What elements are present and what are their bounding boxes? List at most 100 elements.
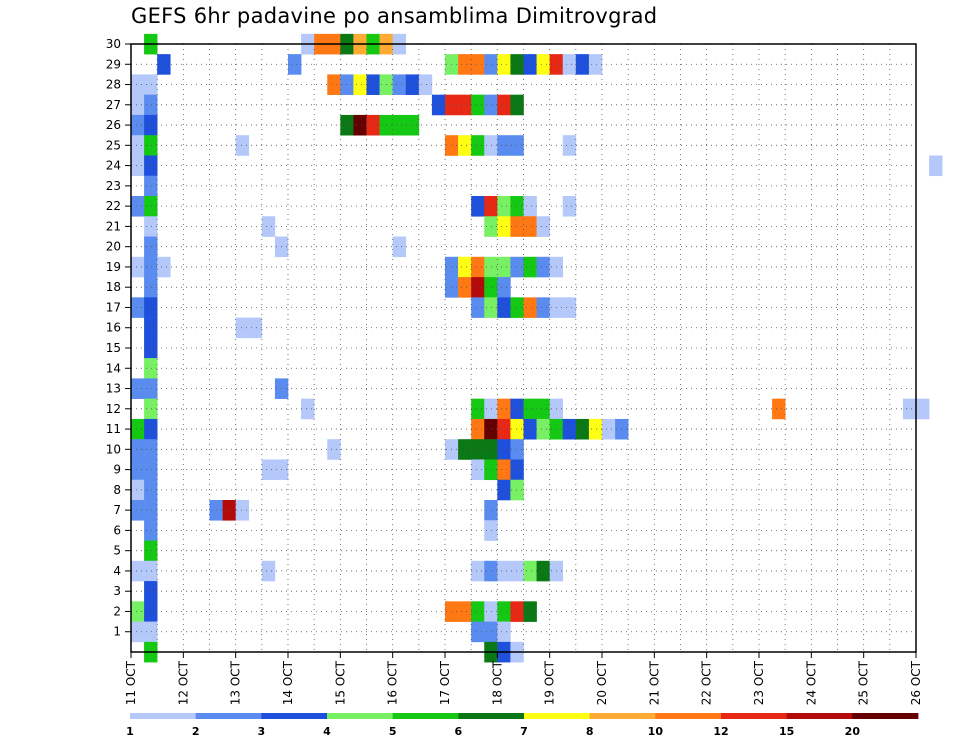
heatmap-cell: [144, 479, 158, 501]
heatmap-cell: [902, 398, 917, 420]
heatmap-cell: [523, 560, 537, 582]
heatmap-cell: [588, 418, 603, 440]
colorbar-label: 5: [389, 725, 397, 738]
heatmap-cell: [471, 439, 485, 460]
y-tick-label: 21: [106, 219, 121, 233]
heatmap-cell: [418, 74, 433, 95]
heatmap-cell: [392, 236, 407, 258]
y-tick-label: 23: [106, 179, 121, 193]
colorbar-label: 6: [455, 725, 463, 738]
heatmap-cell: [484, 439, 498, 460]
x-tick-label: 13 OCT: [229, 660, 243, 705]
x-axis-labels: 11 OCT 12 OCT 13 OCT 14 OCT 15 OCT 16 OCT 17 O…: [124, 660, 923, 705]
heatmap-cell: [471, 560, 485, 582]
heatmap-cell: [523, 216, 537, 237]
heatmap-cell: [458, 54, 472, 75]
heatmap-cell: [510, 418, 524, 440]
heatmap-cell: [562, 196, 577, 217]
heatmap-cell: [510, 560, 524, 582]
heatmap-cell: [131, 621, 145, 643]
colorbar-swatch: [261, 713, 328, 719]
heatmap-cell: [536, 54, 550, 75]
heatmap-cell: [471, 418, 485, 440]
heatmap-cell: [484, 560, 498, 582]
heatmap-cell: [497, 297, 511, 318]
heatmap-cell: [144, 621, 158, 643]
heatmap-cell: [301, 398, 315, 420]
y-tick-label: 26: [106, 118, 121, 132]
y-tick-label: 14: [106, 361, 121, 375]
heatmap-cell: [131, 560, 145, 582]
y-tick-label: 19: [106, 260, 121, 274]
heatmap-cell: [536, 560, 550, 582]
heatmap-cell: [510, 601, 524, 622]
x-tick-label: 12 OCT: [176, 660, 190, 705]
heatmap-cell: [131, 135, 145, 156]
heatmap-cell: [510, 297, 524, 318]
heatmap-cell: [458, 601, 472, 622]
heatmap-cell: [484, 277, 498, 298]
heatmap-cell: [471, 196, 485, 217]
heatmap-cell: [484, 216, 498, 237]
heatmap-cell: [497, 94, 511, 116]
colorbar-label: 20: [845, 725, 861, 738]
x-tick-label: 17 OCT: [438, 660, 452, 705]
heatmap-cell: [536, 297, 550, 318]
heatmap-cell: [497, 277, 511, 298]
y-tick-label: 16: [106, 321, 121, 335]
colorbar-label: 3: [258, 725, 266, 738]
heatmap-cell: [497, 54, 511, 75]
heatmap-cell: [144, 155, 158, 177]
heatmap-cell: [235, 500, 250, 521]
y-tick-label: 18: [106, 280, 121, 294]
y-tick-label: 29: [106, 57, 121, 71]
heatmap-cell: [471, 54, 485, 75]
colorbar-swatch: [852, 713, 919, 719]
heatmap-cell: [392, 74, 407, 95]
heatmap-cell: [144, 358, 158, 379]
heatmap-cell: [144, 196, 158, 217]
y-tick-label: 3: [113, 584, 121, 598]
heatmap-cell: [144, 540, 158, 562]
heatmap-cell: [484, 621, 498, 643]
y-tick-label: 20: [106, 240, 121, 254]
y-tick-label: 28: [106, 78, 121, 92]
heatmap-cell: [144, 581, 158, 602]
heatmap-cell: [510, 439, 524, 460]
heatmap-cell: [602, 418, 616, 440]
heatmap-cell: [562, 297, 577, 318]
heatmap-cell: [131, 500, 145, 521]
heatmap-cell: [235, 317, 250, 339]
heatmap-cell: [510, 459, 524, 481]
heatmap-cell: [536, 256, 550, 278]
heatmap-cell: [144, 114, 158, 136]
heatmap-cell: [929, 155, 943, 177]
x-tick-label: 14 OCT: [281, 660, 295, 705]
colorbar-swatch: [589, 713, 656, 719]
colorbar-label: 2: [192, 725, 200, 738]
heatmap-cell: [484, 520, 498, 541]
heatmap-cell: [131, 378, 145, 399]
y-tick-label: 13: [106, 382, 121, 396]
heatmap-cell: [144, 277, 158, 298]
heatmap-cell: [536, 398, 550, 420]
y-tick-label: 8: [113, 483, 121, 497]
x-tick-label: 23 OCT: [752, 660, 766, 705]
x-tick-label: 21 OCT: [647, 660, 661, 705]
heatmap-cell: [510, 196, 524, 217]
heatmap-cell: [144, 135, 158, 156]
heatmap-cell: [458, 277, 472, 298]
axis-ticks: [125, 43, 917, 658]
heatmap-cell: [562, 418, 577, 440]
colorbar-label: 10: [648, 725, 664, 738]
heatmap-cell: [471, 621, 485, 643]
heatmap-cell: [497, 196, 511, 217]
heatmap-cell: [340, 74, 354, 95]
heatmap-cell: [131, 256, 145, 278]
heatmap-cell: [131, 418, 145, 440]
heatmap-cell: [131, 479, 145, 501]
y-tick-label: 12: [106, 402, 121, 416]
heatmap-cell: [327, 439, 341, 460]
heatmap-cell: [497, 601, 511, 622]
colorbar-label: 15: [779, 725, 794, 738]
